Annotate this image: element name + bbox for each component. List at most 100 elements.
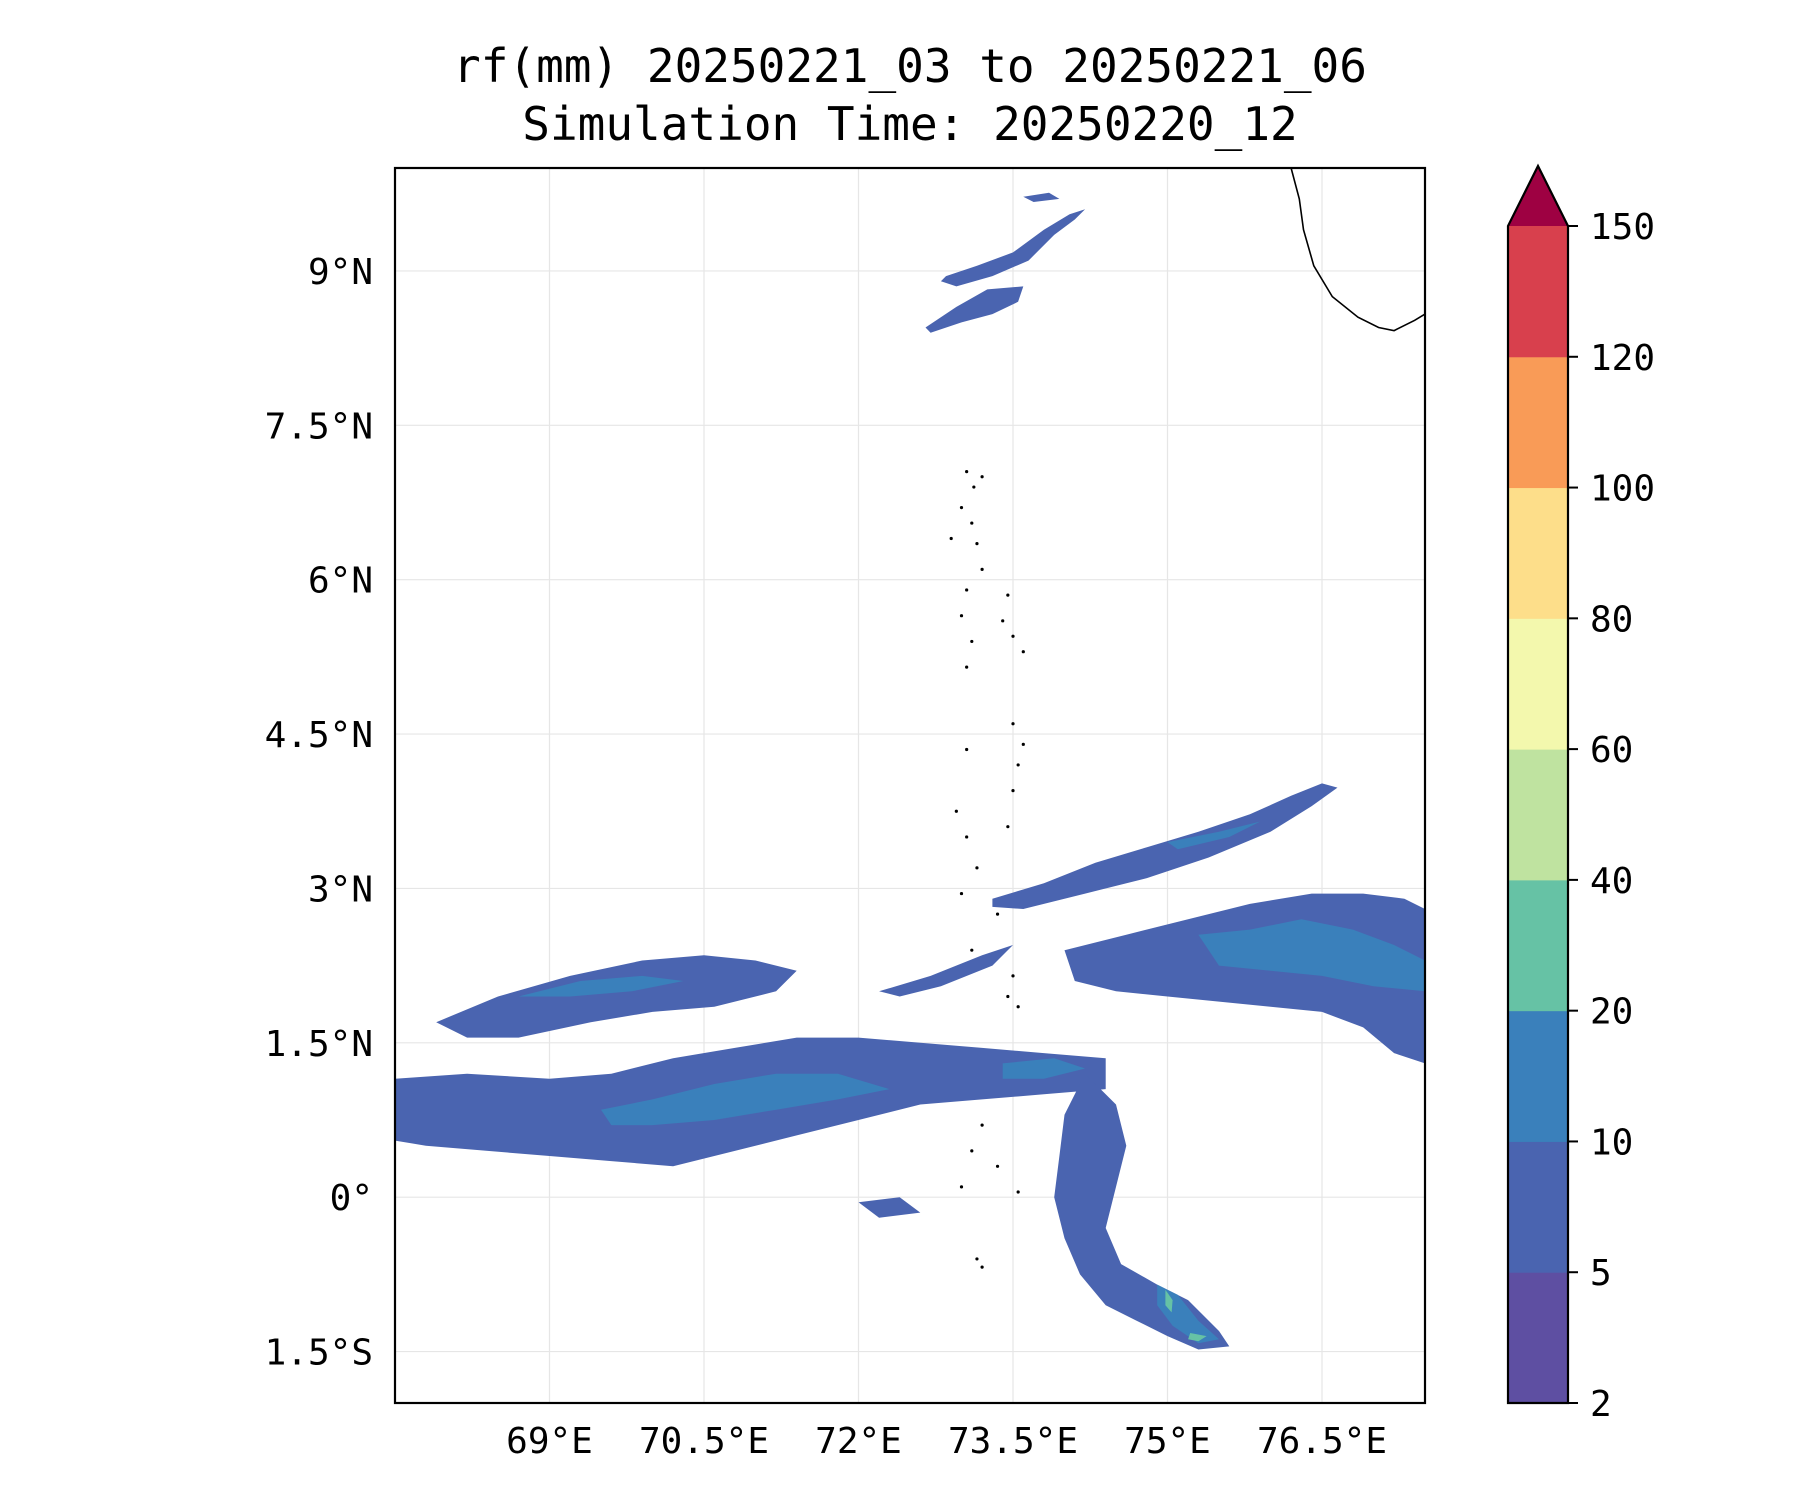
- rain-region-southern-arm: [1054, 1073, 1230, 1350]
- chart-title: rf(mm) 20250221_03 to 20250221_06: [453, 39, 1367, 93]
- colorbar-outline: [1506, 163, 1570, 1405]
- x-tick-label: 73.5°E: [948, 1421, 1078, 1462]
- colorbar-tick-label: 2: [1590, 1384, 1612, 1425]
- colorbar: 2 5 10 20 40 60 80 100 120 150: [1506, 163, 1655, 1425]
- island-dot: [975, 1257, 979, 1261]
- island-dot: [975, 542, 979, 546]
- colorbar-tick-label: 150: [1590, 207, 1655, 248]
- y-axis-ticks: 9°N 7.5°N 6°N 4.5°N 3°N 1.5°N 0° 1.5°S: [265, 252, 373, 1374]
- island-dot: [970, 948, 974, 952]
- rain-region-northern-band-lower: [925, 286, 1024, 333]
- island-dot: [965, 665, 969, 669]
- colorbar-segment: [1508, 356, 1568, 489]
- island-dot: [1016, 1005, 1020, 1009]
- x-axis-ticks: 69°E 70.5°E 72°E 73.5°E 75°E 76.5°E: [506, 1421, 1387, 1462]
- island-dot: [980, 567, 984, 571]
- gridlines: [395, 168, 1425, 1403]
- colorbar-segment: [1508, 487, 1568, 619]
- rain-region-southern-peak-b: [1188, 1333, 1207, 1342]
- rain-region-eastern-core: [1198, 919, 1425, 992]
- y-tick-label: 3°N: [308, 869, 373, 910]
- x-tick-label: 69°E: [506, 1421, 593, 1462]
- island-dot: [965, 835, 969, 839]
- island-dot: [1006, 825, 1010, 829]
- map-frame: [393, 166, 1427, 1405]
- rain-region-central-core: [1002, 1058, 1086, 1079]
- island-dot: [970, 521, 974, 525]
- rain-region-southern-west-fleck: [858, 1197, 921, 1218]
- colorbar-segment: [1508, 1272, 1568, 1404]
- island-dot: [970, 1149, 974, 1153]
- y-tick-label: 9°N: [308, 252, 373, 293]
- chart-subtitle: Simulation Time: 20250220_12: [522, 97, 1298, 151]
- x-tick-label: 75°E: [1124, 1421, 1211, 1462]
- island-dot: [970, 639, 974, 644]
- island-dot: [1011, 722, 1015, 726]
- rain-region-central-mid-band: [879, 945, 1013, 997]
- y-tick-label: 1.5°S: [265, 1333, 373, 1374]
- y-tick-label: 1.5°N: [265, 1024, 373, 1065]
- rain-region-western-core: [601, 1073, 890, 1126]
- island-dot: [1016, 1190, 1020, 1194]
- x-tick-label: 76.5°E: [1257, 1421, 1387, 1462]
- rain-region-western-upper-core: [518, 975, 684, 997]
- island-dot: [1021, 742, 1025, 746]
- x-tick-label: 72°E: [815, 1421, 902, 1462]
- colorbar-tick-label: 5: [1590, 1253, 1612, 1294]
- colorbar-tick-label: 100: [1590, 469, 1655, 510]
- y-tick-label: 0°: [330, 1178, 373, 1219]
- x-tick-label: 70.5°E: [639, 1421, 769, 1462]
- island-dot: [1011, 974, 1015, 978]
- island-dot: [965, 470, 969, 474]
- rainfall-contours: [395, 192, 1425, 1350]
- island-dot: [1011, 634, 1015, 638]
- island-dot: [959, 614, 964, 618]
- colorbar-tick-label: 10: [1590, 1122, 1633, 1163]
- island-dot: [1021, 650, 1025, 654]
- island-dot: [980, 1123, 984, 1127]
- colorbar-tick-label: 120: [1590, 338, 1655, 379]
- island-dot: [959, 506, 964, 510]
- island-dot: [980, 475, 984, 479]
- island-dot: [959, 1185, 964, 1189]
- colorbar-tick-label: 60: [1590, 730, 1633, 771]
- island-dot: [1001, 619, 1005, 623]
- island-dot: [972, 485, 976, 489]
- island-dot: [980, 1265, 984, 1269]
- rain-region-central-north-arm: [992, 783, 1338, 909]
- island-dot: [1016, 763, 1020, 767]
- coastlines: [949, 168, 1425, 1269]
- y-tick-label: 7.5°N: [265, 406, 373, 447]
- rain-region-southern-core: [1157, 1284, 1219, 1344]
- colorbar-segment: [1508, 879, 1568, 1012]
- rain-region-western-upper-band: [436, 955, 797, 1038]
- colorbar-segment: [1508, 226, 1568, 358]
- island-dot: [995, 912, 1000, 916]
- colorbar-tick-label: 20: [1590, 992, 1633, 1033]
- island-dot: [954, 809, 958, 813]
- colorbar-segment: [1508, 749, 1568, 881]
- island-dot: [1006, 994, 1010, 999]
- island-dot: [995, 1164, 1000, 1168]
- colorbar-tick-label: 80: [1590, 599, 1633, 640]
- rain-region-southern-peak-a: [1165, 1289, 1173, 1313]
- rain-region-northern-fleck: [1023, 192, 1060, 202]
- rain-region-northern-band-upper: [940, 209, 1086, 287]
- island-dot: [949, 536, 953, 541]
- colorbar-tick-label: 40: [1590, 861, 1633, 902]
- island-dot: [975, 866, 979, 870]
- island-dot: [959, 891, 964, 896]
- island-dot: [1011, 789, 1015, 793]
- island-dot: [965, 588, 969, 592]
- coastline-india: [1290, 168, 1425, 332]
- colorbar-segment: [1508, 1010, 1568, 1142]
- island-dot: [1006, 593, 1010, 597]
- colorbar-extend-arrow: [1508, 166, 1568, 226]
- y-tick-label: 6°N: [308, 561, 373, 602]
- colorbar-segment: [1508, 618, 1568, 750]
- island-dot: [965, 747, 969, 752]
- rain-region-north-arm-core: [1167, 821, 1261, 850]
- y-tick-label: 4.5°N: [265, 715, 373, 756]
- colorbar-segment: [1508, 1141, 1568, 1273]
